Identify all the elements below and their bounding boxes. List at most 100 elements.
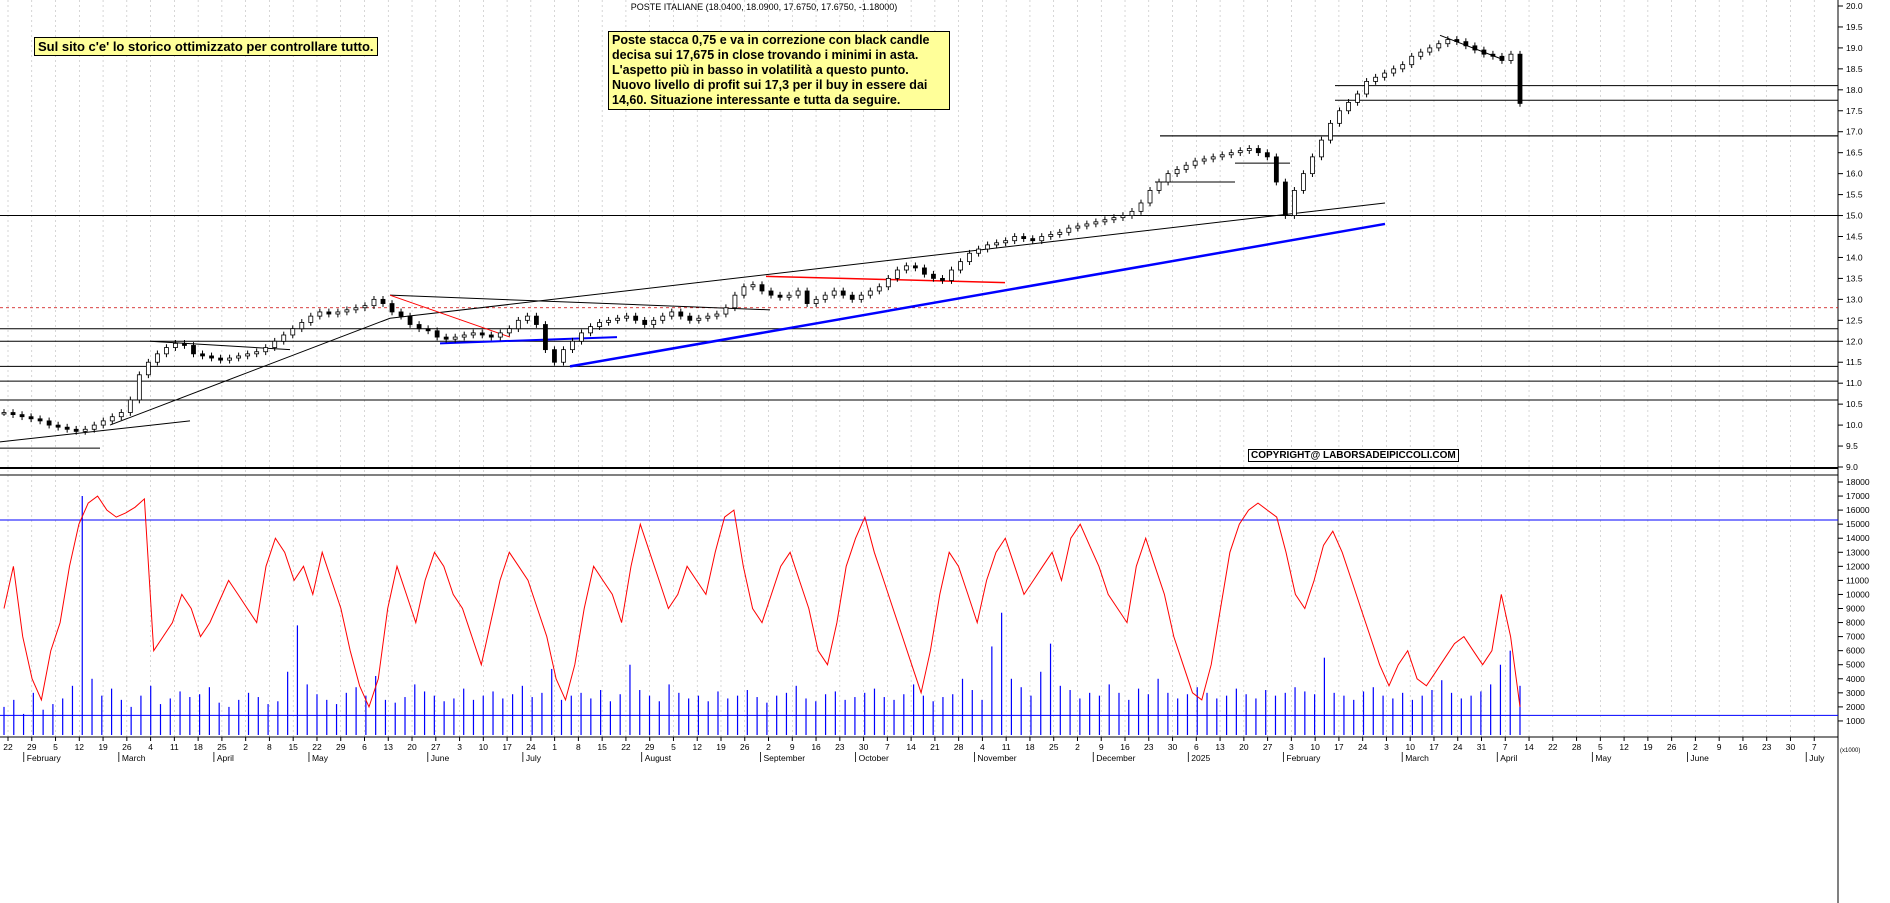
x-tick-label: 29 — [336, 742, 346, 752]
x-tick-label: 5 — [671, 742, 676, 752]
x-tick-label: 2 — [1693, 742, 1698, 752]
candle-body — [1346, 101, 1351, 112]
x-tick-label: 13 — [384, 742, 394, 752]
month-label: September — [764, 753, 806, 763]
candle-body — [281, 334, 287, 342]
candle-body — [488, 334, 494, 338]
candle-body — [1093, 221, 1099, 225]
candle-body — [1355, 93, 1360, 103]
x-tick-label: 15 — [288, 742, 298, 752]
x-tick-label: 12 — [692, 742, 702, 752]
month-label: December — [1096, 753, 1135, 763]
candle-body — [1328, 122, 1333, 141]
candle-body — [470, 332, 476, 336]
candle-body — [1382, 72, 1388, 78]
candle-body — [994, 242, 1000, 246]
x-tick-label: 19 — [98, 742, 108, 752]
x-tick-label: 17 — [1334, 742, 1344, 752]
y-tick-label: 16.0 — [1846, 169, 1863, 179]
candle-body — [795, 290, 801, 296]
x-tick-label: 12 — [75, 742, 85, 752]
x-tick-label: 8 — [576, 742, 581, 752]
x-tick-label: 28 — [1572, 742, 1582, 752]
x-tick-label: 9 — [1717, 742, 1722, 752]
candle-body — [786, 294, 792, 298]
candle-body — [290, 328, 296, 336]
x-tick-label: 11 — [170, 742, 179, 752]
x-tick-label: 12 — [1619, 742, 1629, 752]
candle-body — [1391, 68, 1397, 74]
candle-body — [552, 349, 557, 363]
candle-body — [903, 265, 909, 271]
y-tick-label: 17.0 — [1846, 127, 1863, 137]
candle-body — [1183, 164, 1189, 170]
trendline — [109, 317, 391, 426]
candle-body — [218, 357, 223, 361]
candle-body — [1282, 181, 1288, 216]
candle-body — [46, 420, 52, 426]
candle-body — [209, 355, 214, 359]
price-axis-ticks: 20.0 19.5 19.0 18.5 18.0 17.5 17.0 16.5 16.0 15.5… — [1838, 1, 1863, 472]
candle-body — [1111, 217, 1117, 221]
candle-body — [416, 324, 422, 330]
y-tick-label: 14.5 — [1846, 232, 1863, 242]
x-tick-label: 18 — [193, 742, 203, 752]
candle-body — [633, 315, 639, 321]
note-left: Sul sito c'e' lo storico ottimizzato per… — [34, 37, 378, 56]
candle-body — [615, 317, 621, 321]
x-tick-label: 30 — [859, 742, 869, 752]
y-tick-label: 11000 — [1846, 575, 1869, 585]
candle-body — [272, 340, 278, 348]
y-tick-label: 15.5 — [1846, 190, 1863, 200]
candle-body — [326, 311, 332, 315]
y-tick-label: 9.0 — [1846, 462, 1858, 472]
candle-body — [362, 305, 368, 309]
x-tick-label: 23 — [1762, 742, 1772, 752]
month-label: April — [1500, 753, 1517, 763]
y-tick-label: 5000 — [1846, 660, 1865, 670]
candle-body — [19, 414, 25, 418]
candle-body — [1292, 189, 1297, 216]
candle-body — [705, 315, 711, 319]
candle-body — [443, 336, 449, 340]
x-tick-label: 8 — [267, 742, 272, 752]
candle-body — [1418, 51, 1424, 57]
candle-body — [1039, 236, 1045, 242]
candle-body — [741, 286, 747, 296]
x-tick-label: 27 — [1263, 742, 1273, 752]
candle-body — [1138, 202, 1144, 212]
x-tick-label: 17 — [502, 742, 512, 752]
x-tick-label: 30 — [1168, 742, 1178, 752]
date-axis-ticks: 22 29 5 12 19 26 4 11 18 25 2 8 15 22 29 6 13 20 27 3 10 17 24… — [3, 737, 1825, 763]
y-tick-label: 19.0 — [1846, 43, 1863, 53]
x-tick-label: 7 — [885, 742, 890, 752]
candle-body — [849, 294, 855, 300]
candle-body — [759, 284, 765, 292]
x-tick-label: 22 — [312, 742, 322, 752]
y-tick-label: 16000 — [1846, 505, 1870, 515]
x-tick-label: 21 — [930, 742, 940, 752]
candle-body — [1147, 189, 1153, 204]
y-tick-label: 16.5 — [1846, 148, 1863, 158]
candle-body — [173, 342, 178, 348]
candle-body — [227, 357, 232, 361]
candle-body — [1400, 64, 1406, 70]
candle-body — [579, 332, 584, 342]
y-tick-label: 10000 — [1846, 589, 1870, 599]
x-tick-label: 9 — [790, 742, 795, 752]
candle-body — [254, 351, 260, 355]
candle-body — [822, 294, 828, 300]
candle-body — [1066, 227, 1072, 233]
x-tick-label: 26 — [1667, 742, 1677, 752]
candle-body — [940, 278, 945, 281]
candle-body — [479, 332, 485, 336]
month-label: February — [1286, 753, 1321, 763]
candle-body — [976, 248, 981, 254]
candle-body — [1337, 110, 1342, 124]
candle-body — [723, 307, 729, 315]
candle-body — [1237, 150, 1243, 154]
resistance-line — [765, 275, 1006, 284]
price-candles — [1, 36, 1523, 435]
y-tick-label: 12.5 — [1846, 315, 1863, 325]
candle-body — [985, 244, 990, 250]
